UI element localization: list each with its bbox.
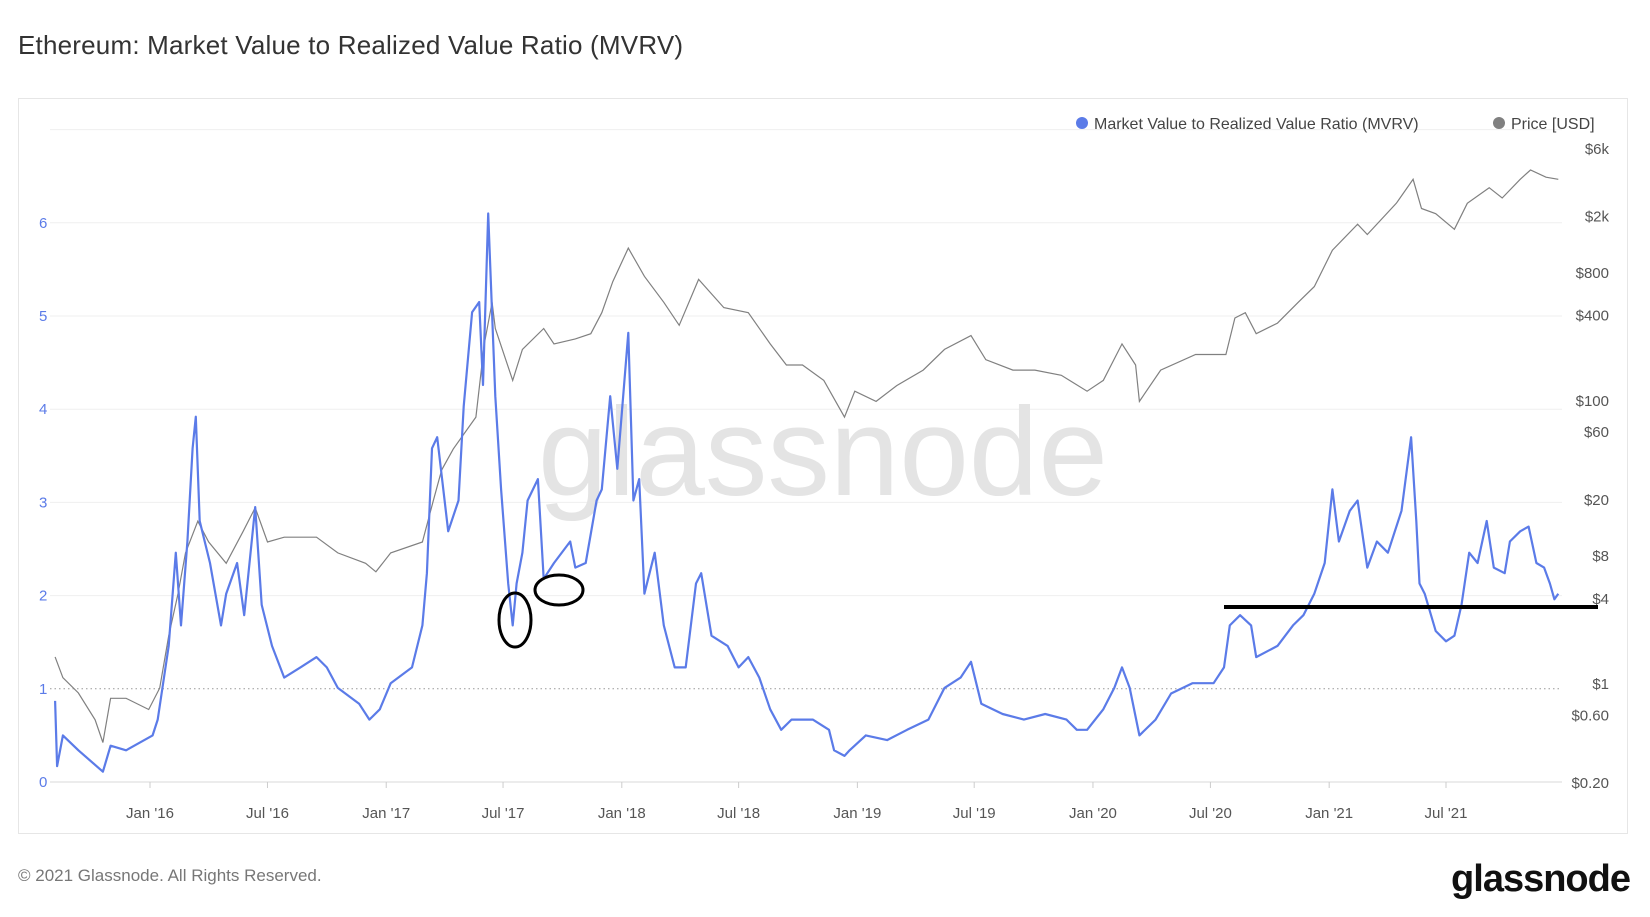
- x-tick-label: Jul '17: [482, 805, 525, 822]
- page-title: Ethereum: Market Value to Realized Value…: [18, 30, 684, 60]
- x-tick-label: Jan '18: [598, 805, 646, 822]
- legend-mvrv-label[interactable]: Market Value to Realized Value Ratio (MV…: [1094, 116, 1419, 133]
- left-tick-label: 1: [39, 681, 47, 698]
- left-tick-label: 3: [39, 494, 47, 511]
- left-tick-label: 5: [39, 308, 47, 325]
- glassnode-logo: glassnode: [1451, 858, 1631, 900]
- right-tick-label: $400: [1576, 308, 1609, 325]
- right-tick-label: $8: [1592, 548, 1609, 565]
- chart-panel: [18, 98, 1628, 834]
- x-tick-label: Jan '20: [1069, 805, 1117, 822]
- right-tick-label: $100: [1576, 393, 1609, 410]
- x-tick-label: Jul '16: [246, 805, 289, 822]
- right-tick-label: $2k: [1585, 209, 1610, 226]
- right-tick-label: $60: [1584, 424, 1609, 441]
- mvrv-series-line: [54, 212, 1560, 773]
- x-tick-label: Jul '20: [1189, 805, 1232, 822]
- legend: Market Value to Realized Value Ratio (MV…: [1076, 116, 1595, 133]
- left-tick-label: 0: [39, 774, 47, 791]
- left-axis: 0 1 2 3 4 5 6: [39, 215, 47, 791]
- right-tick-label: $1: [1592, 676, 1609, 693]
- x-tick-label: Jul '18: [717, 805, 760, 822]
- right-tick-label: $800: [1576, 265, 1609, 282]
- annotation-ellipse-jul17: [497, 591, 533, 649]
- x-tick-label: Jan '17: [362, 805, 410, 822]
- right-tick-label: $0.20: [1571, 775, 1609, 792]
- right-tick-label: $20: [1584, 492, 1609, 509]
- grid: [50, 129, 1562, 783]
- x-axis: Jan '16 Jul '16 Jan '17 Jul '17 Jan '18 Jul '…: [126, 782, 1467, 822]
- x-tick-label: Jul '21: [1425, 805, 1468, 822]
- legend-price-dot: [1493, 117, 1505, 129]
- x-tick-label: Jan '21: [1305, 805, 1353, 822]
- left-tick-label: 6: [39, 215, 47, 232]
- annotation-ellipse-sep17: [533, 573, 585, 607]
- right-tick-label: $0.60: [1571, 707, 1609, 724]
- left-tick-label: 4: [39, 401, 47, 418]
- right-axis: $6k $2k $800 $400 $100 $60 $20 $8 $4 $1 $0.60 $0.20: [1571, 141, 1609, 792]
- x-tick-label: Jan '19: [833, 805, 881, 822]
- right-tick-label: $6k: [1585, 141, 1610, 158]
- x-tick-label: Jul '19: [953, 805, 996, 822]
- legend-mvrv-dot: [1076, 117, 1088, 129]
- x-tick-label: Jan '16: [126, 805, 174, 822]
- price-series-line: [54, 169, 1559, 743]
- right-tick-label: $4: [1592, 591, 1609, 608]
- annotations: [497, 573, 1598, 649]
- copyright: © 2021 Glassnode. All Rights Reserved.: [18, 866, 322, 885]
- left-tick-label: 2: [39, 588, 47, 605]
- legend-price-label[interactable]: Price [USD]: [1511, 116, 1595, 133]
